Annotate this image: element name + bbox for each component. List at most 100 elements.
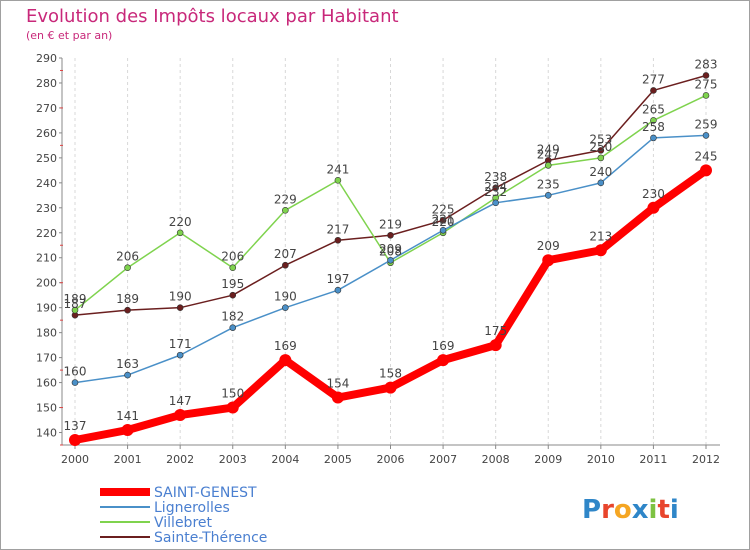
- data-label-lignerolles-2001: 163: [116, 357, 139, 371]
- chart-subtitle: (en € et par an): [26, 29, 112, 42]
- x-tick-label: 2008: [482, 453, 510, 466]
- point-lignerolles-2002: [176, 351, 184, 359]
- point-villebret-2010: [597, 154, 605, 162]
- legend-label-villebret: Villebret: [154, 515, 213, 531]
- point-saint-genest-2007: [437, 354, 450, 367]
- data-label-villebret-2006: 208: [379, 245, 402, 259]
- x-tick-label: 2004: [271, 453, 299, 466]
- y-tick-label: 290: [36, 52, 57, 65]
- point-villebret-2003: [229, 264, 237, 272]
- series-line-sainte-th-rence: [74, 74, 707, 316]
- data-label-sainte-th-rence-2010: 253: [589, 132, 612, 146]
- data-label-saint-genest-2003: 150: [221, 387, 244, 401]
- data-label-saint-genest-2006: 158: [379, 367, 402, 381]
- series-lignerolles: [71, 132, 710, 386]
- series-layer: [69, 72, 712, 447]
- point-sainte-th-rence-2002: [176, 304, 184, 311]
- data-label-sainte-th-rence-2003: 195: [221, 277, 244, 291]
- point-saint-genest-2005: [331, 391, 344, 404]
- proxiti-logo-letter: x: [632, 495, 649, 525]
- point-villebret-2011: [650, 117, 657, 124]
- x-tick-label: 2009: [534, 453, 562, 466]
- proxiti-logo-text: Proxiti: [582, 495, 679, 525]
- series-sainte-th-rence: [71, 72, 710, 319]
- proxiti-logo: Proxiti: [582, 495, 679, 525]
- point-saint-genest-2000: [69, 434, 81, 447]
- x-tick-label: 2002: [166, 453, 194, 466]
- data-label-sainte-th-rence-2001: 189: [116, 292, 139, 306]
- x-tick-label: 2001: [114, 453, 142, 466]
- data-label-villebret-2005: 241: [326, 162, 349, 176]
- point-saint-genest-2001: [121, 424, 134, 437]
- point-saint-genest-2004: [279, 354, 292, 367]
- data-label-villebret-2011: 265: [642, 102, 665, 116]
- point-saint-genest-2012: [700, 164, 712, 177]
- data-label-villebret-2003: 206: [221, 250, 244, 264]
- data-label-lignerolles-2007: 221: [432, 212, 455, 226]
- point-lignerolles-2000: [71, 379, 79, 386]
- point-villebret-2009: [544, 162, 552, 169]
- data-label-saint-genest-2009: 209: [537, 239, 560, 253]
- axes: 140 150 160 170 180 190 200 210 220 230 240 250 260 2…: [36, 52, 720, 466]
- grid-lines: [74, 58, 707, 445]
- data-label-saint-genest-2008: 175: [484, 324, 507, 338]
- point-villebret-2012: [702, 92, 710, 99]
- y-tick-label: 280: [36, 77, 57, 90]
- x-tick-label: 2006: [377, 453, 405, 466]
- point-sainte-th-rence-2007: [439, 216, 447, 224]
- x-tick-label: 2005: [324, 453, 352, 466]
- proxiti-logo-letter: i: [670, 495, 679, 525]
- y-tick-label: 200: [36, 277, 57, 290]
- x-tick-label: 2010: [587, 453, 615, 466]
- data-label-saint-genest-2005: 154: [326, 377, 349, 391]
- data-label-saint-genest-2011: 230: [642, 187, 665, 201]
- data-label-sainte-th-rence-2011: 277: [642, 72, 665, 86]
- point-saint-genest-2006: [384, 381, 397, 394]
- point-lignerolles-2009: [544, 192, 552, 199]
- data-label-lignerolles-2008: 232: [484, 185, 507, 199]
- proxiti-logo-letter: r: [601, 495, 614, 525]
- point-sainte-th-rence-2012: [702, 72, 710, 79]
- data-label-villebret-2000: 189: [64, 292, 87, 306]
- point-lignerolles-2003: [229, 324, 237, 331]
- y-tick-label: 250: [36, 152, 57, 165]
- data-label-lignerolles-2012: 259: [695, 117, 718, 131]
- data-label-sainte-th-rence-2008: 238: [484, 170, 507, 184]
- data-label-villebret-2004: 229: [274, 192, 297, 206]
- data-label-villebret-2012: 275: [695, 77, 718, 91]
- y-tick-label: 190: [36, 302, 57, 315]
- point-lignerolles-2007: [439, 226, 447, 234]
- point-lignerolles-2012: [702, 132, 710, 139]
- y-tick-label: 230: [36, 202, 57, 215]
- series-saint-genest: [69, 164, 712, 447]
- data-label-lignerolles-2011: 258: [642, 120, 665, 134]
- data-label-villebret-2008: 234: [484, 180, 507, 194]
- data-label-saint-genest-2000: 137: [64, 419, 87, 433]
- point-saint-genest-2009: [542, 254, 555, 267]
- point-lignerolles-2008: [492, 199, 499, 207]
- data-label-lignerolles-2004: 190: [274, 290, 297, 304]
- x-tick-label: 2012: [692, 453, 720, 466]
- data-label-lignerolles-2005: 197: [326, 272, 349, 286]
- data-label-sainte-th-rence-2005: 217: [326, 222, 349, 236]
- y-tick-label: 270: [36, 102, 57, 115]
- data-label-villebret-2002: 220: [169, 215, 192, 229]
- data-label-sainte-th-rence-2002: 190: [169, 290, 192, 304]
- x-tick-label: 2007: [429, 453, 457, 466]
- point-saint-genest-2011: [647, 201, 660, 214]
- y-tick-label: 240: [36, 177, 57, 190]
- y-tick-label: 150: [36, 402, 57, 415]
- proxiti-logo-letter: P: [582, 495, 601, 525]
- point-villebret-2000: [71, 306, 79, 314]
- legend-label-sainte-th-rence: Sainte-Thérence: [154, 530, 267, 546]
- y-tick-label: 210: [36, 252, 57, 265]
- data-label-saint-genest-2012: 245: [695, 149, 718, 163]
- data-label-saint-genest-2004: 169: [274, 339, 297, 353]
- data-label-lignerolles-2010: 240: [589, 165, 612, 179]
- data-label-saint-genest-2007: 169: [432, 339, 455, 353]
- point-saint-genest-2002: [174, 409, 187, 422]
- point-sainte-th-rence-2010: [597, 147, 605, 154]
- y-tick-label: 170: [36, 352, 57, 365]
